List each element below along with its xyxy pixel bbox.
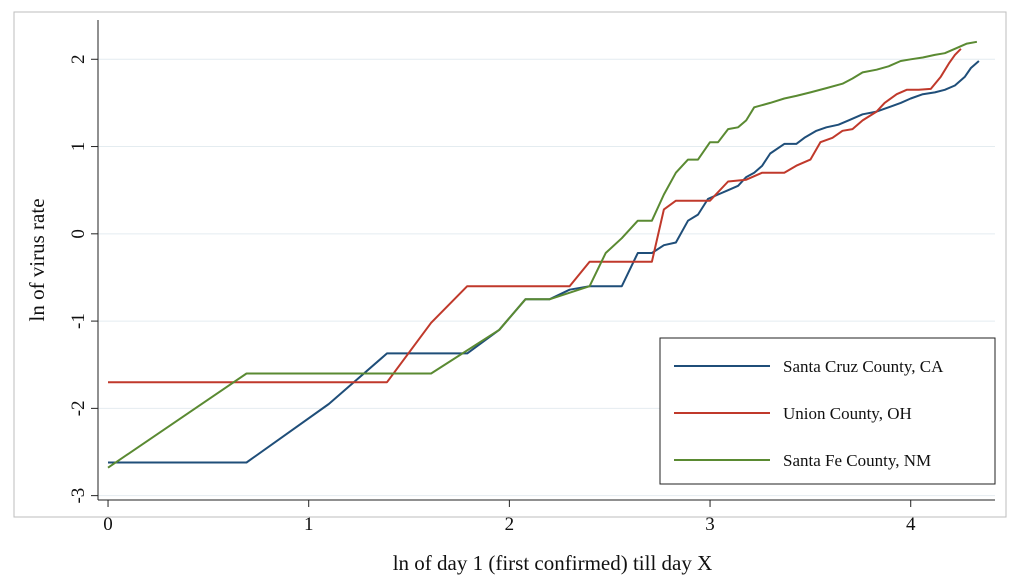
legend: Santa Cruz County, CA Union County, OH San… — [659, 337, 996, 485]
legend-label-2: Union County, OH — [783, 404, 912, 423]
y-tick-label: 1 — [68, 142, 89, 152]
y-axis-title: ln of virus rate — [25, 198, 49, 321]
axes: -3 -2 -1 0 1 2 0 1 2 3 4 — [68, 20, 995, 535]
legend-label-3: Santa Fe County, NM — [783, 451, 931, 470]
y-tick-label: -2 — [68, 400, 89, 416]
y-tick-label: -3 — [68, 488, 89, 504]
y-tick-label: 0 — [68, 229, 89, 239]
series-line-2 — [108, 48, 962, 384]
x-tick-label: 2 — [505, 514, 515, 535]
x-tick-label: 0 — [103, 514, 113, 535]
legend-label-1: Santa Cruz County, CA — [783, 357, 944, 376]
y-tick-label: 2 — [68, 55, 89, 65]
x-tick-label: 1 — [304, 514, 314, 535]
series-lines — [107, 40, 980, 469]
y-tick-label: -1 — [68, 313, 89, 329]
x-tick-label: 4 — [906, 514, 916, 535]
x-tick-label: 3 — [705, 514, 715, 535]
series-line-3 — [107, 40, 978, 469]
x-axis-title: ln of day 1 (first confirmed) till day X — [393, 551, 713, 575]
